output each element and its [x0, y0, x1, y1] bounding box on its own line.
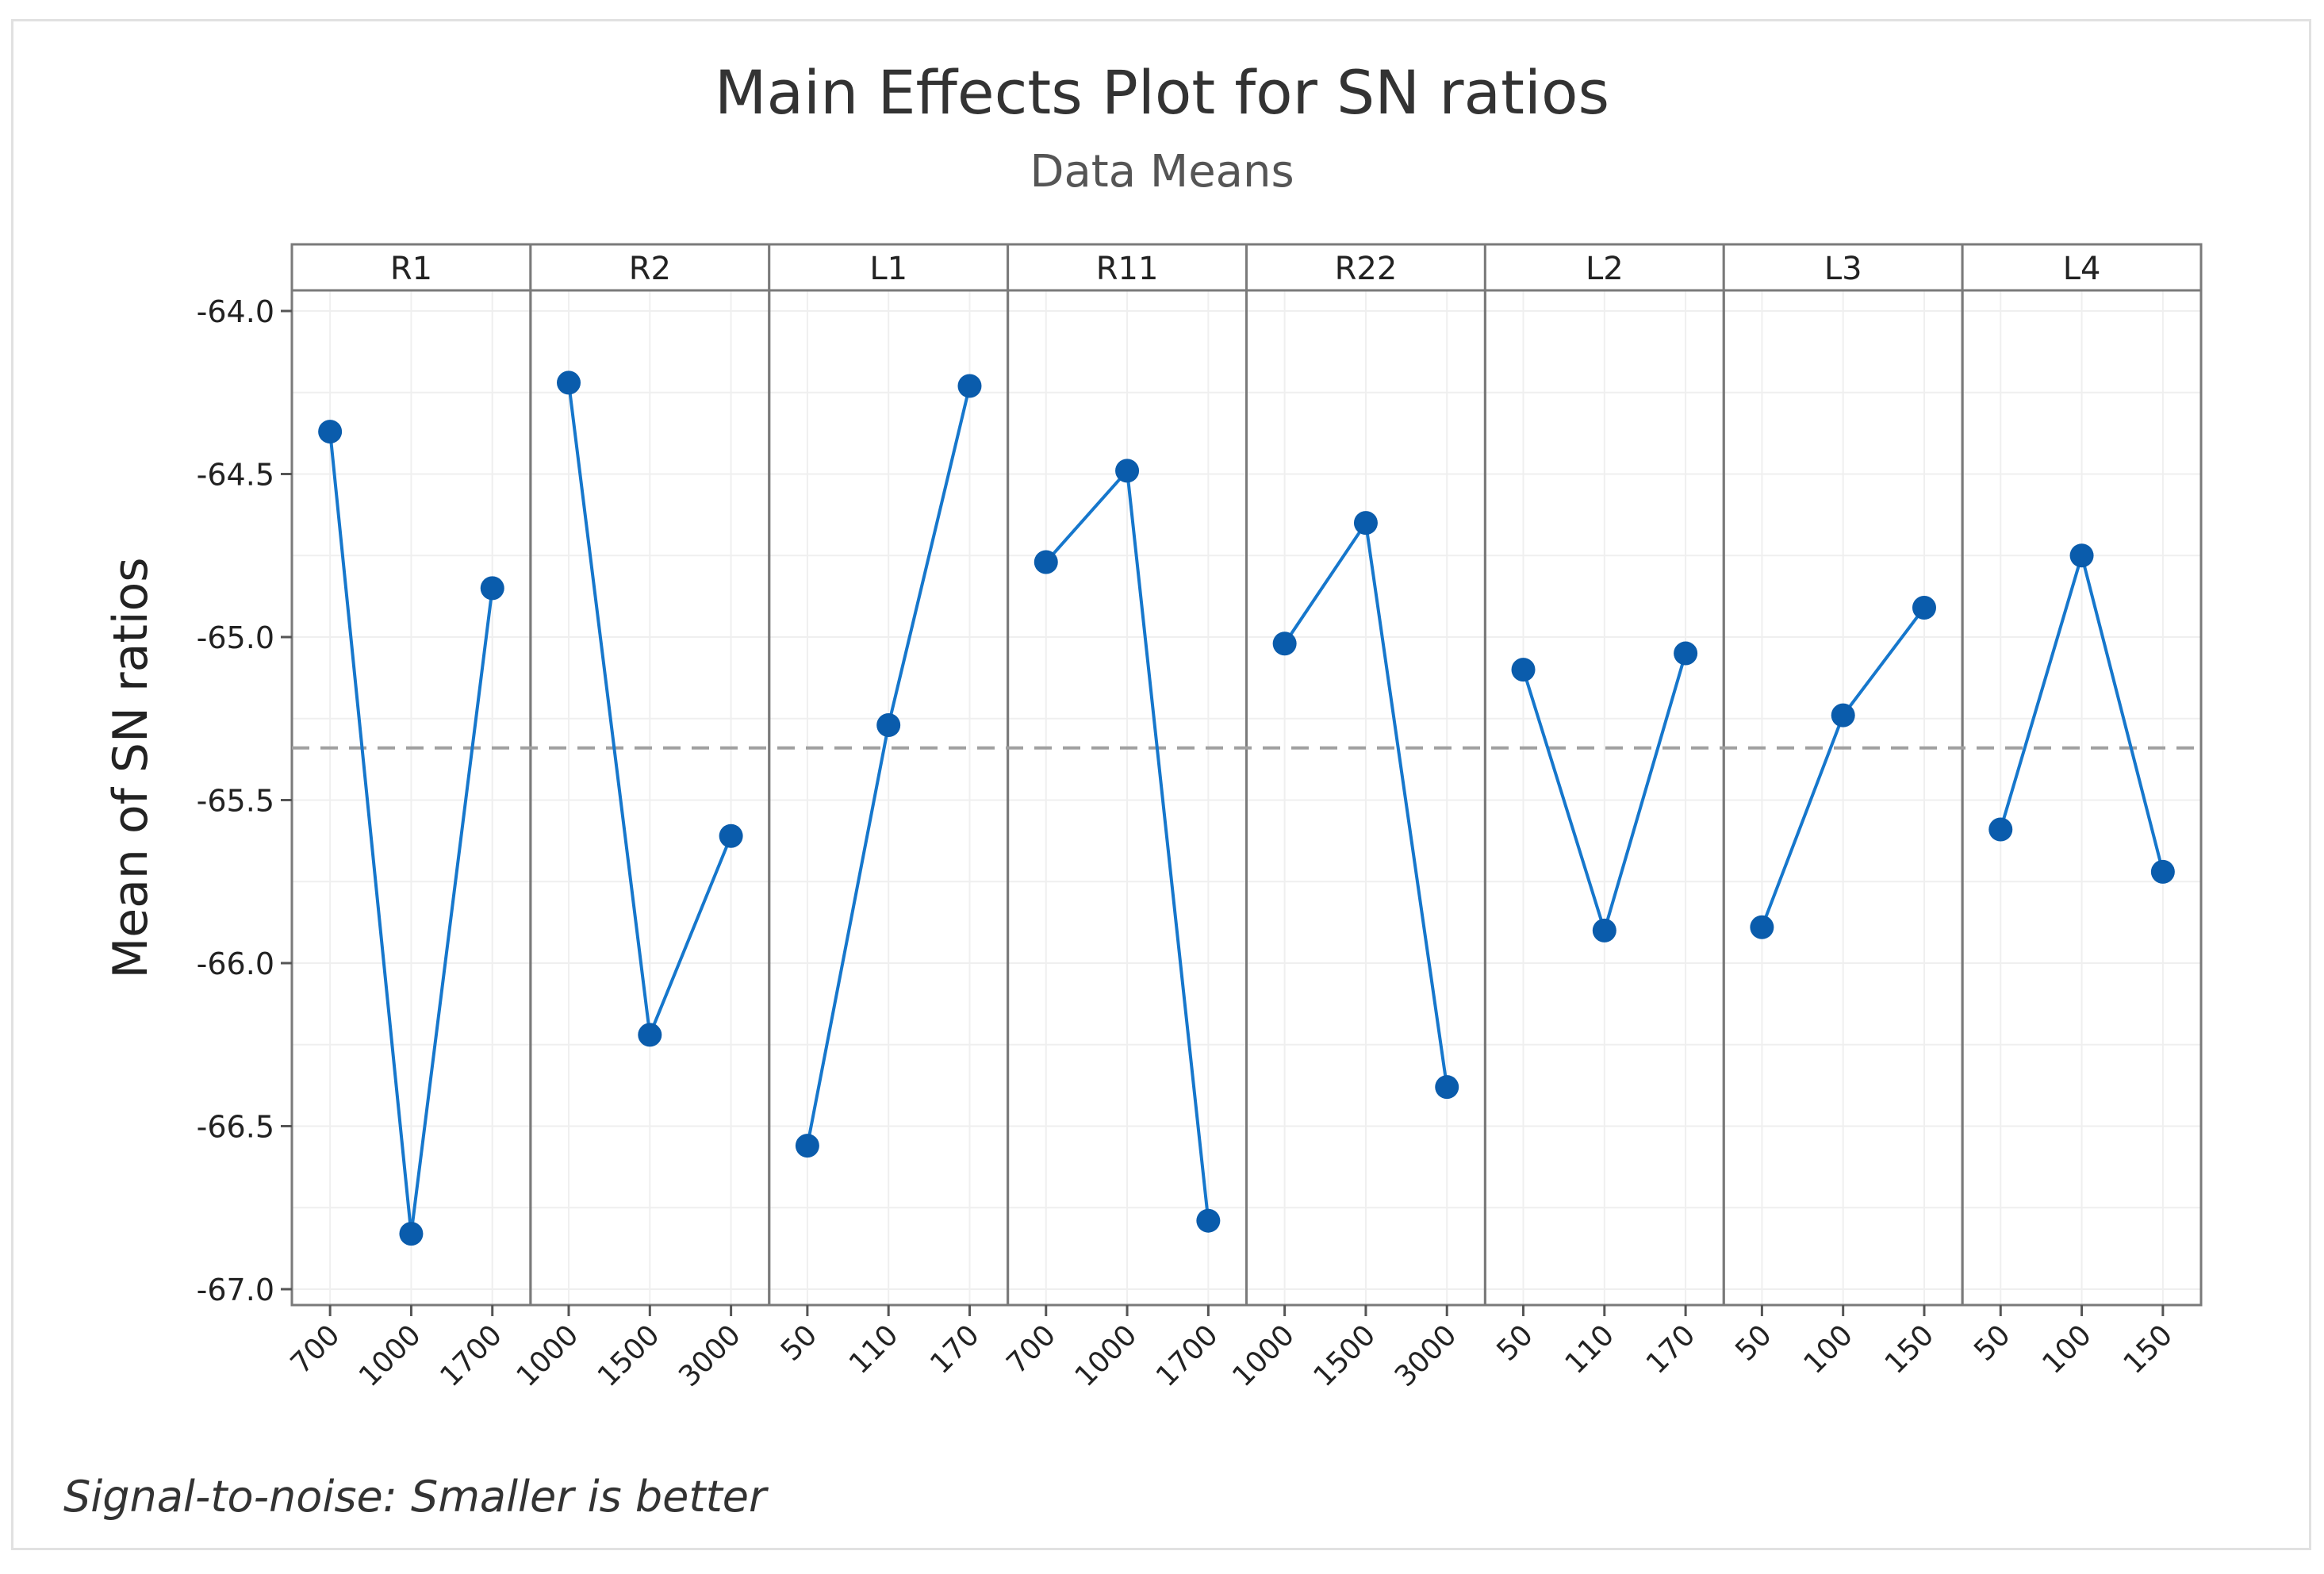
footnote: Signal-to-noise: Smaller is better	[63, 1472, 767, 1522]
y-tick-label: -64.0	[197, 294, 274, 329]
y-tick-label: -67.0	[197, 1273, 274, 1307]
x-tick-label: 1700	[1150, 1319, 1225, 1393]
data-point-r22-1500	[1353, 511, 1378, 536]
data-point-r1-1700	[480, 576, 504, 601]
x-tick-label: 50	[1490, 1319, 1539, 1367]
data-point-l3-150	[1912, 596, 1936, 620]
data-point-r11-700	[1034, 550, 1058, 574]
data-point-r1-1000	[399, 1222, 424, 1246]
data-layer	[318, 370, 2175, 1246]
x-tick-label: 50	[1968, 1319, 2016, 1367]
x-tick-label: 700	[285, 1319, 347, 1380]
x-tick-label: 700	[1001, 1319, 1063, 1380]
data-point-r2-3000	[719, 823, 743, 848]
x-tick-label: 3000	[673, 1319, 747, 1393]
panel-header-l3	[1722, 243, 1964, 292]
x-tick-label: 1000	[511, 1319, 585, 1393]
panel-label-r11: R11	[1096, 251, 1159, 287]
y-tick-label: -66.0	[197, 946, 274, 981]
x-tick-label: 1000	[1069, 1319, 1144, 1393]
panel-label-r2: R2	[629, 251, 671, 287]
data-point-r22-3000	[1435, 1075, 1459, 1100]
y-tick-label: -65.0	[197, 620, 274, 655]
x-tick-label: 1500	[1308, 1319, 1383, 1393]
data-point-l3-50	[1750, 915, 1774, 939]
x-tick-label: 110	[843, 1319, 905, 1380]
x-tick-label: 3000	[1389, 1319, 1463, 1393]
panel-label-l1: L1	[869, 251, 907, 287]
data-point-l1-110	[876, 712, 901, 737]
y-tick-label: -66.5	[197, 1110, 274, 1145]
figure-frame	[11, 19, 2311, 1550]
panel-header-r1	[290, 243, 532, 292]
x-tick-label: 1000	[353, 1319, 428, 1393]
y-axis-label: Mean of SN ratios	[103, 557, 159, 978]
data-point-l2-110	[1592, 918, 1616, 942]
data-point-l1-50	[795, 1134, 819, 1158]
x-tick-label: 1500	[592, 1319, 666, 1393]
data-point-l1-170	[957, 374, 982, 398]
data-point-l4-100	[2069, 543, 2094, 568]
panel-label-r1: R1	[390, 251, 432, 287]
data-point-l4-150	[2150, 859, 2175, 884]
data-point-l4-50	[1988, 817, 2013, 842]
panel-label-l4: L4	[2063, 251, 2101, 287]
panel-label-l3: L3	[1824, 251, 1862, 287]
x-tick-label: 100	[2036, 1319, 2098, 1380]
y-tick-label: -65.5	[197, 784, 274, 819]
data-point-r2-1000	[557, 370, 581, 395]
data-point-r2-1500	[638, 1023, 662, 1047]
panel-frames: R1 R2 L1 R11 R22 L2 L3 L4	[290, 243, 2203, 1307]
x-tick-label: 100	[1797, 1319, 1859, 1380]
x-tick-label: 1700	[434, 1319, 508, 1393]
x-tick-label: 150	[2118, 1319, 2180, 1380]
data-point-r22-1000	[1272, 632, 1297, 656]
x-tick-label: 150	[1879, 1319, 1941, 1380]
x-tick-label: 50	[775, 1319, 823, 1367]
data-point-l3-100	[1831, 703, 1855, 727]
panel-label-r22: R22	[1335, 251, 1398, 287]
data-point-l2-170	[1674, 641, 1698, 666]
x-tick-label: 1000	[1226, 1319, 1301, 1393]
data-point-r11-1000	[1115, 459, 1140, 483]
data-point-r11-1700	[1196, 1208, 1221, 1233]
data-point-r1-700	[318, 420, 343, 444]
x-tick-label: 110	[1559, 1319, 1621, 1380]
chart-subtitle: Data Means	[1030, 146, 1294, 198]
x-tick-label: 170	[1640, 1319, 1702, 1380]
x-tick-label: 170	[924, 1319, 986, 1380]
y-tick-label: -64.5	[197, 458, 274, 493]
data-point-l2-50	[1511, 658, 1536, 682]
chart-title: Main Effects Plot for SN ratios	[714, 57, 1610, 128]
panel-label-l2: L2	[1586, 251, 1624, 287]
x-tick-label: 50	[1729, 1319, 1778, 1367]
panel-header-l4	[1961, 243, 2203, 292]
